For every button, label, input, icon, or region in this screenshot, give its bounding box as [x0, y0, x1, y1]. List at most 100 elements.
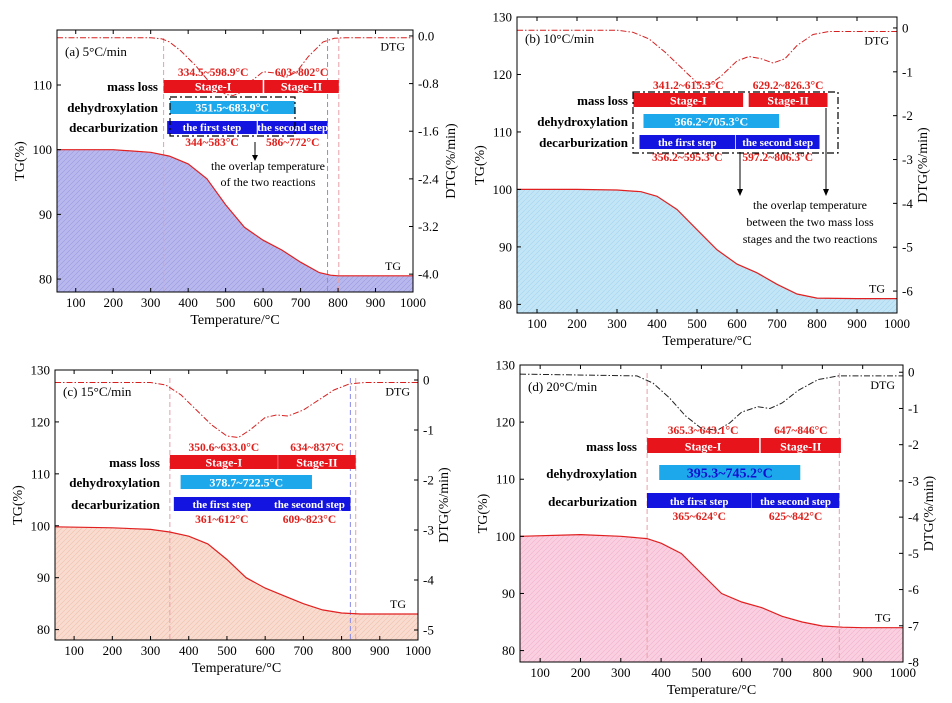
tg-series-line: [517, 188, 897, 300]
first-step-range-text: 344~583°C: [185, 137, 238, 149]
plot-frame: [519, 364, 904, 663]
y-left-tick-label: 80: [502, 643, 515, 658]
overlap-annotation-line: the overlap temperature: [753, 198, 867, 212]
tg-series-line: [519, 533, 903, 629]
row-label-mass-loss: mass loss: [107, 79, 158, 94]
plot-frame: [56, 29, 414, 293]
bar-second-step: [268, 497, 351, 511]
y-right-tick-label: -8: [908, 655, 919, 670]
row-label-decarburization: decarburization: [69, 120, 159, 135]
y-right-tick-label: -1: [902, 64, 913, 79]
first-step-range-text: 356.2~595.3°C: [652, 152, 723, 164]
row-label-mass-loss: mass loss: [109, 455, 160, 470]
bar-stage-ii-label: Stage-II: [780, 440, 822, 454]
overlap-annotation-line: stages and the two reactions: [743, 232, 878, 246]
y-right-tick-label: -4: [908, 510, 919, 525]
y-right-tick-label: -3.2: [418, 219, 439, 234]
second-step-range-text: 609~823°C: [283, 514, 336, 526]
row-label-dehydroxylation: dehydroxylation: [69, 475, 161, 490]
panel-c: 100 200 300 400 500 600 700 800 900 1000 80 90 100 11…: [11, 363, 452, 677]
y-right-tick-label: -4: [423, 573, 434, 588]
y-left-axis-title: TG(%): [473, 145, 488, 185]
bar-first-step-label: the first step: [658, 137, 717, 149]
y-left-tick-label: 130: [496, 358, 516, 373]
x-tick-label: 300: [607, 316, 627, 331]
bar-stage-ii: [760, 438, 841, 453]
y-left-tick-label: 90: [499, 239, 512, 254]
dtg-series-line: [55, 382, 418, 439]
dehydroxylation-range-text: 366.2~705.3°C: [674, 115, 748, 129]
y-right-axis-title: DTG(%/min): [444, 123, 459, 199]
y-right-tick-label: -6: [908, 582, 919, 597]
y-right-tick-label: -4: [902, 196, 913, 211]
y-right-tick-label: -5: [902, 240, 913, 255]
row-label-decarburization: decarburization: [548, 494, 638, 509]
y-right-axis-title: DTG(%/min): [916, 127, 931, 203]
tg-series-label: TG: [385, 259, 401, 273]
panel-b: 100 200 300 400 500 600 700 800 900 1000 80 90 100 11…: [473, 10, 931, 350]
y-right-tick-label: -5: [908, 546, 919, 561]
y-right-tick-label: 0: [902, 20, 909, 35]
dtg-series-label: DTG: [385, 385, 410, 399]
x-tick-label: 800: [807, 316, 827, 331]
bar-first-step-label: the first step: [670, 496, 729, 508]
tg-series-label: TG: [875, 611, 891, 625]
x-tick-label: 700: [772, 665, 792, 680]
dtg-series-line: [519, 373, 903, 431]
row-label-mass-loss: mass loss: [577, 93, 628, 108]
tg-series-label: TG: [390, 597, 406, 611]
bar-dehydroxylation: [643, 114, 780, 128]
x-tick-label: 200: [567, 316, 587, 331]
dtg-series-label: DTG: [870, 378, 895, 392]
y-left-tick-label: 130: [31, 363, 51, 378]
y-right-axis-title: DTG(%/min): [437, 467, 452, 543]
bar-stage-i-label: Stage-I: [670, 94, 707, 108]
x-axis-title: Temperature/°C: [190, 313, 279, 328]
overlap-annotation-line: the overlap temperature: [211, 159, 325, 173]
y-left-tick-label: 110: [493, 124, 512, 139]
y-left-tick-label: 100: [31, 518, 51, 533]
y-right-tick-label: -0.8: [418, 76, 439, 91]
x-tick-label: 900: [370, 643, 390, 658]
overlap-arrow-head: [737, 189, 743, 196]
tg-area-fill: [57, 149, 413, 292]
x-tick-label: 100: [66, 295, 86, 310]
stage-ii-range-text: 603~802°C: [275, 67, 328, 79]
x-tick-label: 800: [813, 665, 833, 680]
x-tick-label: 900: [853, 665, 873, 680]
x-tick-label: 700: [294, 643, 314, 658]
bar-second-step-label: the second step: [274, 499, 345, 511]
bar-stage-ii-label: Stage-II: [281, 80, 323, 94]
bar-second-step: [257, 121, 328, 134]
tg-series-line: [57, 149, 413, 277]
y-left-tick-label: 100: [496, 529, 516, 544]
x-tick-label: 100: [527, 316, 547, 331]
x-tick-label: 400: [178, 295, 198, 310]
stage-ii-range-text: 629.2~826.3°C: [753, 80, 824, 92]
x-tick-label: 400: [647, 316, 667, 331]
x-tick-label: 600: [727, 316, 747, 331]
y-left-axis-title: TG(%): [476, 493, 491, 533]
y-left-tick-label: 90: [37, 570, 50, 585]
bar-second-step-label: the second step: [257, 122, 328, 134]
bar-first-step: [173, 497, 270, 511]
y-left-tick-label: 120: [31, 414, 51, 429]
bar-stage-i: [633, 93, 744, 107]
plot-frame: [516, 16, 898, 314]
x-tick-label: 100: [530, 665, 550, 680]
row-label-mass-loss: mass loss: [586, 439, 637, 454]
bar-stage-i-label: Stage-I: [205, 456, 242, 470]
y-right-tick-label: -5: [423, 623, 434, 638]
tg-series-label: TG: [869, 282, 885, 296]
x-tick-label: 500: [692, 665, 712, 680]
y-right-tick-label: 0.0: [418, 28, 434, 43]
bar-dehydroxylation: [180, 475, 312, 489]
x-tick-label: 1000: [884, 316, 910, 331]
x-tick-label: 300: [141, 295, 161, 310]
y-left-tick-label: 100: [33, 142, 53, 157]
y-left-axis-title: TG(%): [11, 485, 26, 525]
bar-dehydroxylation: [659, 465, 801, 480]
overlap-box: [169, 96, 296, 137]
bar-stage-i: [169, 455, 278, 469]
y-left-tick-label: 100: [493, 182, 513, 197]
